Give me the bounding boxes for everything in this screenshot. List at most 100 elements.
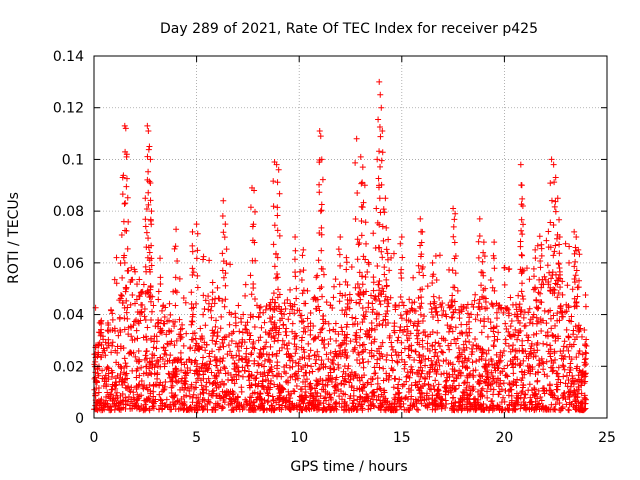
data-point — [439, 396, 446, 403]
data-point — [582, 349, 589, 356]
data-point — [412, 379, 419, 386]
data-point — [478, 353, 485, 360]
data-point — [291, 256, 298, 263]
data-point — [545, 279, 552, 286]
data-point — [374, 386, 381, 393]
data-point — [313, 382, 320, 389]
data-point — [238, 355, 245, 362]
data-point — [568, 356, 575, 363]
data-point — [428, 386, 435, 393]
data-point — [147, 197, 154, 204]
data-point — [342, 292, 349, 299]
data-point — [326, 327, 333, 334]
data-point — [92, 390, 99, 397]
data-point — [520, 296, 527, 303]
data-point — [245, 373, 252, 380]
data-point — [146, 365, 153, 372]
data-point — [388, 339, 395, 346]
data-point — [420, 272, 427, 279]
data-point — [552, 401, 559, 408]
data-point — [383, 283, 390, 290]
data-point — [200, 256, 207, 263]
data-point — [221, 303, 228, 310]
data-point — [384, 307, 391, 314]
data-point — [124, 267, 131, 274]
data-point — [510, 342, 517, 349]
data-point — [546, 269, 553, 276]
data-point — [189, 265, 196, 272]
data-point — [131, 318, 138, 325]
data-point — [214, 400, 221, 407]
data-point — [145, 395, 152, 402]
data-point — [495, 357, 502, 364]
data-point — [364, 379, 371, 386]
data-point — [479, 269, 486, 276]
data-point — [341, 351, 348, 358]
data-point — [333, 406, 340, 413]
data-point — [336, 393, 343, 400]
data-point — [553, 370, 560, 377]
data-point — [562, 353, 569, 360]
data-point — [431, 353, 438, 360]
data-point — [325, 320, 332, 327]
data-point — [220, 343, 227, 350]
data-point — [130, 322, 137, 329]
data-point — [398, 339, 405, 346]
data-point — [312, 295, 319, 302]
data-point — [463, 364, 470, 371]
data-point — [563, 326, 570, 333]
data-point — [247, 272, 254, 279]
data-point — [298, 318, 305, 325]
data-point — [368, 292, 375, 299]
data-point-outlier — [142, 195, 149, 202]
data-point — [538, 252, 545, 259]
data-point — [396, 403, 403, 410]
data-point — [505, 388, 512, 395]
data-point — [356, 269, 363, 276]
data-point — [359, 281, 366, 288]
data-point — [367, 375, 374, 382]
data-point — [380, 377, 387, 384]
data-point — [570, 381, 577, 388]
data-point — [97, 318, 104, 325]
data-point — [265, 356, 272, 363]
data-point — [582, 303, 589, 310]
data-point — [532, 353, 539, 360]
data-point — [110, 401, 117, 408]
data-point — [403, 308, 410, 315]
data-point — [222, 365, 228, 372]
data-point — [470, 383, 477, 390]
data-point — [359, 179, 366, 186]
data-point — [434, 329, 441, 336]
data-point — [210, 390, 217, 397]
data-point — [540, 340, 547, 347]
data-point — [399, 382, 406, 389]
data-point — [274, 372, 281, 379]
data-point — [484, 382, 491, 389]
data-point — [527, 399, 534, 406]
data-point — [403, 373, 410, 380]
data-point-outlier — [382, 195, 389, 202]
data-point — [99, 367, 106, 374]
data-point — [245, 368, 252, 375]
data-point — [478, 282, 485, 289]
data-point — [192, 300, 199, 307]
data-point — [525, 334, 532, 341]
data-point — [292, 330, 299, 337]
data-point — [501, 281, 508, 288]
data-point — [428, 305, 435, 312]
data-point — [582, 370, 589, 377]
data-point — [321, 336, 328, 343]
data-point — [354, 236, 361, 243]
data-point — [562, 240, 569, 247]
data-point — [259, 377, 266, 384]
data-point — [189, 336, 196, 343]
data-point — [285, 398, 292, 405]
data-point — [352, 216, 359, 223]
data-point-outlier — [554, 195, 561, 202]
data-point — [123, 175, 130, 182]
data-point — [270, 306, 277, 313]
data-point — [129, 405, 136, 412]
data-point — [378, 248, 385, 255]
data-point — [445, 389, 452, 396]
